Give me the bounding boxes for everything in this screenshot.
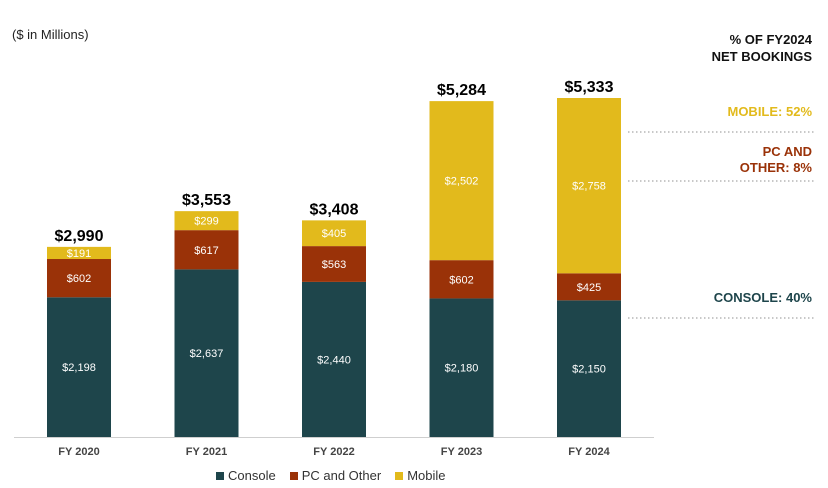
data-label-pc-and-other-fy-2024: $425 — [577, 282, 601, 294]
bar-console-fy-2023 — [429, 298, 494, 437]
data-label-mobile-fy-2020: $191 — [67, 248, 91, 260]
data-label-console-fy-2024: $2,150 — [572, 364, 606, 376]
bar-pc-and-other-fy-2021 — [174, 230, 239, 270]
bar-mobile-fy-2024 — [557, 98, 621, 274]
bar-console-fy-2021 — [174, 269, 239, 437]
legend-swatch-pc-other — [289, 471, 298, 480]
chart-subtitle: ($ in Millions) — [12, 27, 89, 42]
x-tick-label-fy-2021: FY 2021 — [186, 446, 227, 458]
legend-item-console: Console — [216, 468, 276, 483]
bar-mobile-fy-2021 — [174, 211, 239, 231]
data-label-console-fy-2023: $2,180 — [445, 363, 479, 375]
bar-console-fy-2022 — [302, 281, 366, 437]
x-tick-label-fy-2020: FY 2020 — [58, 446, 99, 458]
data-label-mobile-fy-2022: $405 — [322, 228, 346, 240]
pc-other-share-label: PC AND OTHER: 8% — [740, 144, 812, 176]
x-tick-label-fy-2022: FY 2022 — [313, 446, 354, 458]
bar-console-fy-2020 — [47, 297, 111, 437]
legend-label-mobile: Mobile — [407, 468, 446, 483]
x-tick-label-fy-2024: FY 2024 — [568, 446, 610, 458]
bar-pc-and-other-fy-2024 — [557, 273, 621, 301]
bar-pc-and-other-fy-2020 — [47, 259, 111, 298]
data-label-pc-and-other-fy-2023: $602 — [449, 274, 473, 286]
data-label-mobile-fy-2024: $2,758 — [572, 181, 606, 193]
mobile-share-label: MOBILE: 52% — [727, 104, 812, 120]
console-share-label: CONSOLE: 40% — [714, 290, 812, 306]
side-panel-title-line2: NET BOOKINGS — [711, 49, 812, 64]
bar-mobile-fy-2020 — [47, 246, 111, 260]
data-label-pc-and-other-fy-2021: $617 — [194, 245, 218, 257]
mobile-share-text: MOBILE: 52% — [727, 104, 812, 119]
legend-item-mobile: Mobile — [395, 468, 446, 483]
side-panel-title: % OF FY2024 NET BOOKINGS — [712, 31, 812, 65]
total-label-fy-2022: $3,408 — [310, 201, 359, 218]
legend-label-pc-other: PC and Other — [301, 468, 382, 483]
console-share-text: CONSOLE: 40% — [713, 290, 812, 305]
total-label-fy-2024: $5,333 — [565, 79, 614, 96]
data-label-console-fy-2021: $2,637 — [190, 348, 224, 360]
legend-item-pc-other: PC and Other — [289, 468, 382, 483]
total-label-fy-2021: $3,553 — [182, 192, 231, 209]
chart-legend: Console PC and Other Mobile — [216, 468, 446, 483]
bar-console-fy-2024 — [557, 300, 621, 437]
data-label-pc-and-other-fy-2022: $563 — [322, 259, 346, 271]
bar-mobile-fy-2022 — [302, 220, 366, 247]
legend-swatch-mobile — [395, 471, 404, 480]
pc-other-share-line1: PC AND — [762, 144, 812, 159]
data-label-console-fy-2020: $2,198 — [62, 362, 96, 374]
total-label-fy-2023: $5,284 — [437, 82, 486, 99]
total-label-fy-2020: $2,990 — [55, 228, 104, 245]
legend-swatch-console — [216, 471, 224, 480]
legend-label-console: Console — [228, 468, 276, 483]
data-label-mobile-fy-2021: $299 — [194, 216, 218, 228]
side-panel-title-line1: % OF FY2024 — [729, 32, 812, 47]
x-tick-label-fy-2023: FY 2023 — [441, 446, 482, 458]
bar-pc-and-other-fy-2022 — [302, 246, 366, 282]
data-label-mobile-fy-2023: $2,502 — [445, 176, 479, 188]
bar-mobile-fy-2023 — [429, 101, 494, 261]
data-label-pc-and-other-fy-2020: $602 — [67, 273, 91, 285]
bar-pc-and-other-fy-2023 — [429, 260, 494, 299]
data-label-console-fy-2022: $2,440 — [317, 354, 351, 366]
pc-other-share-line2: OTHER: 8% — [739, 160, 812, 175]
